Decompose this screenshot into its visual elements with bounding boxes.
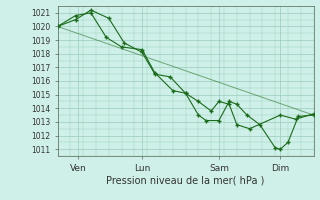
X-axis label: Pression niveau de la mer( hPa ): Pression niveau de la mer( hPa ) bbox=[107, 175, 265, 185]
